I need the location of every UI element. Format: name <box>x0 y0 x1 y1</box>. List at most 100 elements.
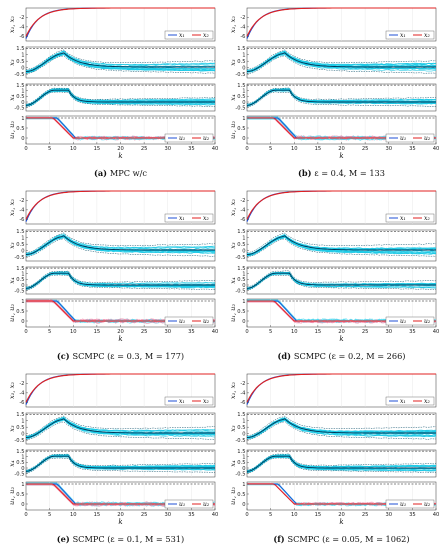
legend-entry: u₂ <box>203 135 210 142</box>
x-tick-label: 5 <box>48 512 51 518</box>
y-axis-label: x₁, x₂ <box>8 382 16 399</box>
y-tick-label: 1 <box>242 455 245 461</box>
series-line-1 <box>246 235 436 255</box>
y-tick-label: 1 <box>21 455 24 461</box>
series-line-2 <box>25 373 215 403</box>
y-tick-label: 1.5 <box>16 412 24 418</box>
legend-entry: u₁ <box>179 318 185 325</box>
y-tick-label: 0.5 <box>237 425 245 431</box>
x-tick-label: 5 <box>269 146 272 152</box>
x-tick-label: 40 <box>212 146 219 152</box>
y-tick-label: 1.5 <box>237 266 245 272</box>
y-tick-label: 0 <box>242 502 245 508</box>
y-tick-label: -2 <box>19 381 24 387</box>
x-tick-label: 20 <box>338 146 345 152</box>
caption-text: MPC w/c <box>110 168 148 178</box>
y-tick-label: 1.5 <box>16 266 24 272</box>
x-tick-label: 35 <box>188 512 195 518</box>
y-tick-label: 1 <box>242 116 245 122</box>
y-tick-label: 0.5 <box>16 492 24 498</box>
legend-entry: x₂ <box>424 398 430 405</box>
scenario-trace <box>25 235 216 255</box>
y-tick-label: 1 <box>21 419 24 425</box>
subplot-3: 1.510.50-0.5 x₄ <box>8 83 216 111</box>
series-line-1 <box>25 455 215 472</box>
y-tick-label: -6 <box>240 34 245 40</box>
caption-letter: (e) <box>57 534 73 544</box>
y-tick-label: -4 <box>19 391 25 397</box>
legend: u₁ u₂ <box>385 316 435 326</box>
subplot-2: 1.510.50-0.5 x₃ <box>8 229 216 262</box>
envelope-line <box>25 238 216 257</box>
x-tick-label: 20 <box>117 146 124 152</box>
scenario-trace <box>25 419 216 440</box>
x-axis-label: k <box>118 518 122 526</box>
series-line-1 <box>25 272 215 289</box>
y-tick-label: 1 <box>21 89 24 95</box>
scenario-trace <box>25 233 216 254</box>
caption-text: SCMPC (ε = 0.05, M = 1062) <box>288 534 410 544</box>
y-tick-label: 0.5 <box>237 59 245 65</box>
y-tick-label: -0.5 <box>14 438 24 444</box>
legend-entry: x₁ <box>179 215 185 222</box>
series-line-1 <box>25 89 215 106</box>
legend-box <box>385 499 435 509</box>
envelope-line <box>246 232 437 253</box>
x-tick-label: 25 <box>141 329 148 335</box>
x-tick-label: 5 <box>48 146 51 152</box>
y-tick-label: -0.5 <box>235 105 245 111</box>
legend-entry: u₁ <box>400 501 406 508</box>
caption-text: SCMPC (ε = 0.1, M = 531) <box>73 534 185 544</box>
y-tick-label: -6 <box>240 400 245 406</box>
y-axis-label: x₄ <box>8 277 16 284</box>
y-axis-label: x₄ <box>229 94 237 101</box>
y-tick-label: 0.5 <box>16 425 24 431</box>
legend-entry: x₂ <box>203 32 209 39</box>
y-tick-label: 1 <box>21 236 24 242</box>
y-axis-label: x₁, x₂ <box>229 382 237 399</box>
envelope-line <box>246 270 437 288</box>
y-tick-label: -0.5 <box>14 72 24 78</box>
scenario-trace <box>246 234 437 254</box>
legend-entry: u₁ <box>179 501 185 508</box>
y-tick-label: 1 <box>242 419 245 425</box>
x-tick-label: 30 <box>385 512 392 518</box>
y-tick-label: 0 <box>21 65 24 71</box>
scenario-trace <box>246 272 437 289</box>
x-axis-label: k <box>339 335 343 343</box>
scenario-trace <box>25 88 215 105</box>
scenario-trace <box>25 418 215 439</box>
x-tick-label: 10 <box>291 329 298 335</box>
x-tick-label: 40 <box>433 146 440 152</box>
y-tick-label: 1.5 <box>16 83 24 89</box>
subplot-4: 1 0.5 0 u₁, u₂ u₁ u₂ 0 5 10 15 20 25 30 35 40 k <box>229 115 440 160</box>
x-tick-label: 35 <box>188 329 195 335</box>
y-tick-label: 0 <box>242 466 245 472</box>
y-tick-label: 0.5 <box>16 309 24 315</box>
y-tick-label: 0 <box>21 502 24 508</box>
subplot-1: -2 -4 -6x₁, x₂ x₁ x₂ <box>229 7 437 42</box>
panel-caption: (b) ε = 0.4, M = 133 <box>298 168 385 178</box>
legend: u₁ u₂ <box>164 499 214 509</box>
y-tick-label: 0.5 <box>237 126 245 132</box>
y-tick-label: -6 <box>19 34 24 40</box>
x-tick-label: 0 <box>245 146 248 152</box>
envelope-line <box>25 49 216 70</box>
scenario-trace <box>25 416 216 438</box>
y-axis-label: x₃ <box>8 59 16 66</box>
y-tick-label: -2 <box>240 381 245 387</box>
x-tick-label: 15 <box>94 512 101 518</box>
x-tick-label: 10 <box>291 512 298 518</box>
y-tick-label: 0 <box>242 431 245 437</box>
x-tick-label: 20 <box>338 329 345 335</box>
y-tick-label: 0.5 <box>237 242 245 248</box>
envelope-line <box>246 238 437 257</box>
scenario-trace <box>246 455 437 473</box>
x-tick-label: 25 <box>362 146 369 152</box>
x-tick-label: 40 <box>433 329 440 335</box>
y-axis-label: x₄ <box>8 460 16 467</box>
y-tick-label: 1.5 <box>237 229 245 235</box>
y-tick-label: 0.5 <box>16 460 24 466</box>
